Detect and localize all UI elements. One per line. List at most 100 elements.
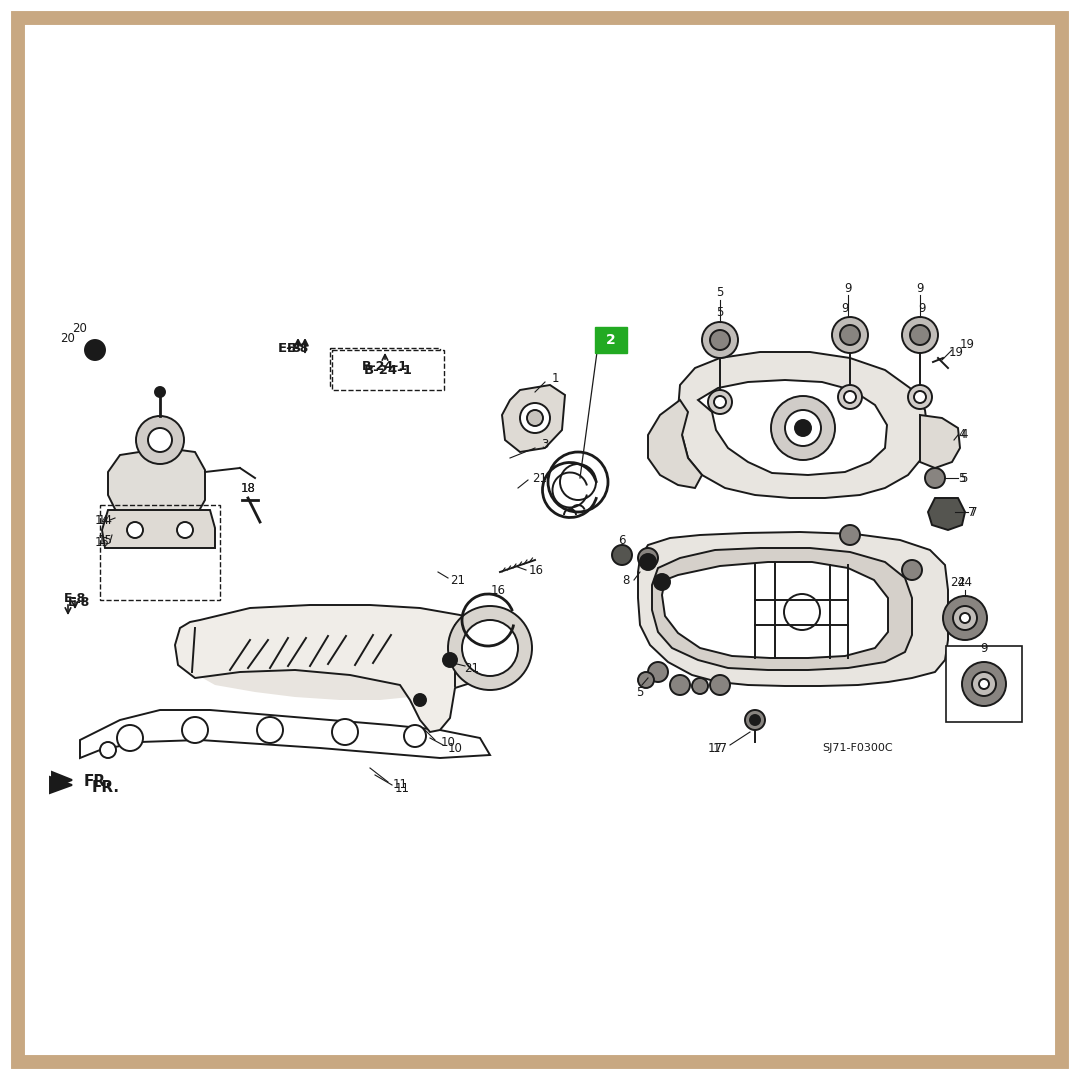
Polygon shape (678, 352, 928, 498)
Circle shape (908, 384, 932, 409)
Polygon shape (108, 448, 205, 528)
Text: 20: 20 (72, 322, 87, 335)
Text: 9: 9 (918, 301, 926, 314)
Circle shape (127, 522, 143, 538)
Polygon shape (80, 710, 490, 758)
Text: 15: 15 (95, 536, 110, 549)
Text: 9: 9 (845, 282, 852, 295)
Circle shape (750, 715, 760, 725)
Text: 16: 16 (528, 564, 543, 577)
Circle shape (183, 717, 208, 743)
Text: 20: 20 (60, 332, 76, 345)
Circle shape (414, 694, 426, 706)
Text: 24: 24 (950, 576, 966, 589)
FancyBboxPatch shape (595, 327, 627, 353)
Text: 14: 14 (95, 513, 110, 526)
Polygon shape (698, 380, 887, 475)
Circle shape (702, 322, 738, 357)
Text: 19: 19 (948, 346, 963, 359)
Circle shape (832, 318, 868, 353)
Circle shape (670, 675, 690, 696)
Text: 10: 10 (447, 742, 462, 755)
Text: 5: 5 (636, 686, 644, 699)
Text: 4: 4 (960, 429, 968, 442)
Text: 2: 2 (606, 333, 616, 347)
Text: 11: 11 (392, 779, 407, 792)
Circle shape (404, 725, 426, 747)
Text: FR.: FR. (84, 774, 112, 789)
Text: SJ71-F0300C: SJ71-F0300C (823, 743, 893, 753)
Circle shape (443, 653, 457, 667)
Text: E-8: E-8 (278, 341, 302, 354)
Circle shape (692, 678, 708, 694)
Polygon shape (175, 605, 500, 732)
Circle shape (85, 340, 105, 360)
Circle shape (795, 420, 811, 436)
Text: 18: 18 (241, 482, 256, 495)
Text: 9: 9 (841, 301, 849, 314)
Text: 24: 24 (958, 576, 972, 589)
Polygon shape (652, 548, 912, 670)
Text: 5: 5 (716, 306, 724, 319)
Circle shape (332, 719, 357, 745)
Text: B-24-1: B-24-1 (362, 361, 408, 374)
Text: FR.: FR. (92, 781, 120, 796)
Circle shape (648, 662, 669, 681)
Text: 17: 17 (713, 742, 728, 755)
Text: E-8: E-8 (68, 595, 91, 608)
Circle shape (654, 573, 670, 590)
Text: 7: 7 (968, 505, 975, 518)
Polygon shape (502, 384, 565, 453)
Circle shape (840, 525, 860, 545)
Polygon shape (928, 498, 966, 530)
Circle shape (708, 390, 732, 414)
Circle shape (962, 662, 1005, 706)
Text: 19: 19 (960, 338, 975, 351)
Circle shape (710, 675, 730, 696)
Text: 11: 11 (394, 782, 409, 795)
Text: 15: 15 (98, 534, 113, 546)
Circle shape (843, 391, 856, 403)
Text: E-8: E-8 (287, 341, 309, 354)
Bar (100, 505, 220, 600)
Text: 18: 18 (241, 482, 256, 495)
Text: 5: 5 (960, 472, 968, 485)
Polygon shape (50, 777, 72, 793)
Circle shape (838, 384, 862, 409)
Circle shape (771, 396, 835, 460)
Circle shape (910, 325, 930, 345)
Text: 9: 9 (981, 642, 988, 654)
Circle shape (953, 606, 977, 630)
Text: 16: 16 (490, 583, 505, 596)
Polygon shape (102, 510, 215, 548)
Circle shape (638, 548, 658, 568)
Text: 8: 8 (622, 573, 630, 586)
Text: 10: 10 (441, 735, 456, 748)
Circle shape (710, 330, 730, 350)
Text: 1: 1 (551, 372, 558, 384)
Circle shape (638, 672, 654, 688)
Text: 17: 17 (707, 742, 723, 755)
Circle shape (785, 410, 821, 446)
Circle shape (177, 522, 193, 538)
Text: 5: 5 (716, 285, 724, 298)
Circle shape (978, 679, 989, 689)
Circle shape (462, 620, 518, 676)
Circle shape (943, 596, 987, 640)
Circle shape (100, 742, 116, 758)
Circle shape (960, 613, 970, 623)
Polygon shape (662, 562, 888, 658)
Text: 5: 5 (958, 472, 966, 485)
Polygon shape (648, 400, 702, 488)
FancyBboxPatch shape (946, 646, 1022, 723)
Circle shape (640, 554, 656, 570)
Circle shape (924, 468, 945, 488)
Text: 9: 9 (916, 282, 923, 295)
Text: E-8: E-8 (64, 592, 86, 605)
Text: 6: 6 (618, 534, 625, 546)
Polygon shape (638, 532, 948, 686)
Circle shape (902, 561, 922, 580)
Polygon shape (188, 612, 490, 700)
Text: 14: 14 (98, 513, 113, 526)
Circle shape (448, 606, 532, 690)
